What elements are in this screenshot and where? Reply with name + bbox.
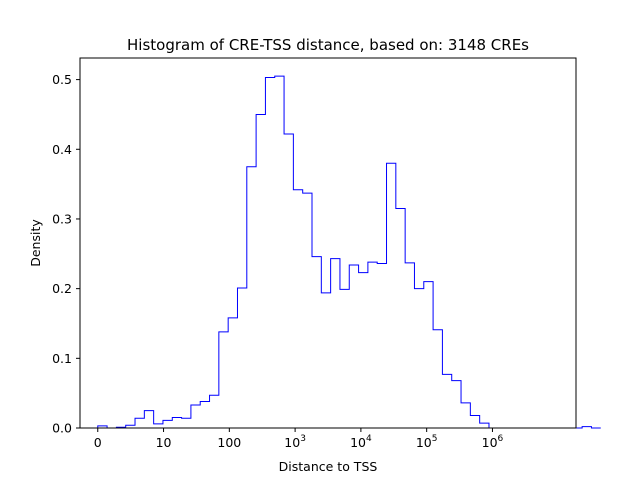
x-tick-label: 103 — [284, 434, 306, 450]
y-tick-label: 0.4 — [52, 142, 72, 157]
y-tick-label: 0.1 — [52, 351, 72, 366]
chart-title: Histogram of CRE-TSS distance, based on:… — [127, 36, 529, 54]
x-axis-ticks: 0 10 100 103 104 105 106 — [94, 428, 504, 450]
x-tick-label: 100 — [217, 435, 241, 450]
y-axis-label: Density — [28, 219, 43, 267]
y-tick-label: 0.0 — [52, 421, 72, 436]
histogram-outline — [97, 75, 601, 429]
y-tick-label: 0.3 — [52, 211, 72, 226]
axes-frame — [79, 57, 577, 429]
y-tick-label: 0.5 — [52, 72, 72, 87]
x-tick-label: 105 — [416, 434, 438, 450]
histogram-series — [97, 75, 601, 429]
x-axis-label: Distance to TSS — [279, 459, 378, 474]
x-tick-label: 0 — [94, 435, 102, 450]
y-axis-ticks: 0.0 0.1 0.2 0.3 0.4 0.5 — [52, 72, 80, 436]
x-tick-label: 10 — [156, 435, 172, 450]
y-tick-label: 0.2 — [52, 281, 72, 296]
x-tick-label: 106 — [482, 434, 504, 450]
x-tick-label: 104 — [350, 434, 372, 450]
plot-area — [80, 58, 576, 428]
